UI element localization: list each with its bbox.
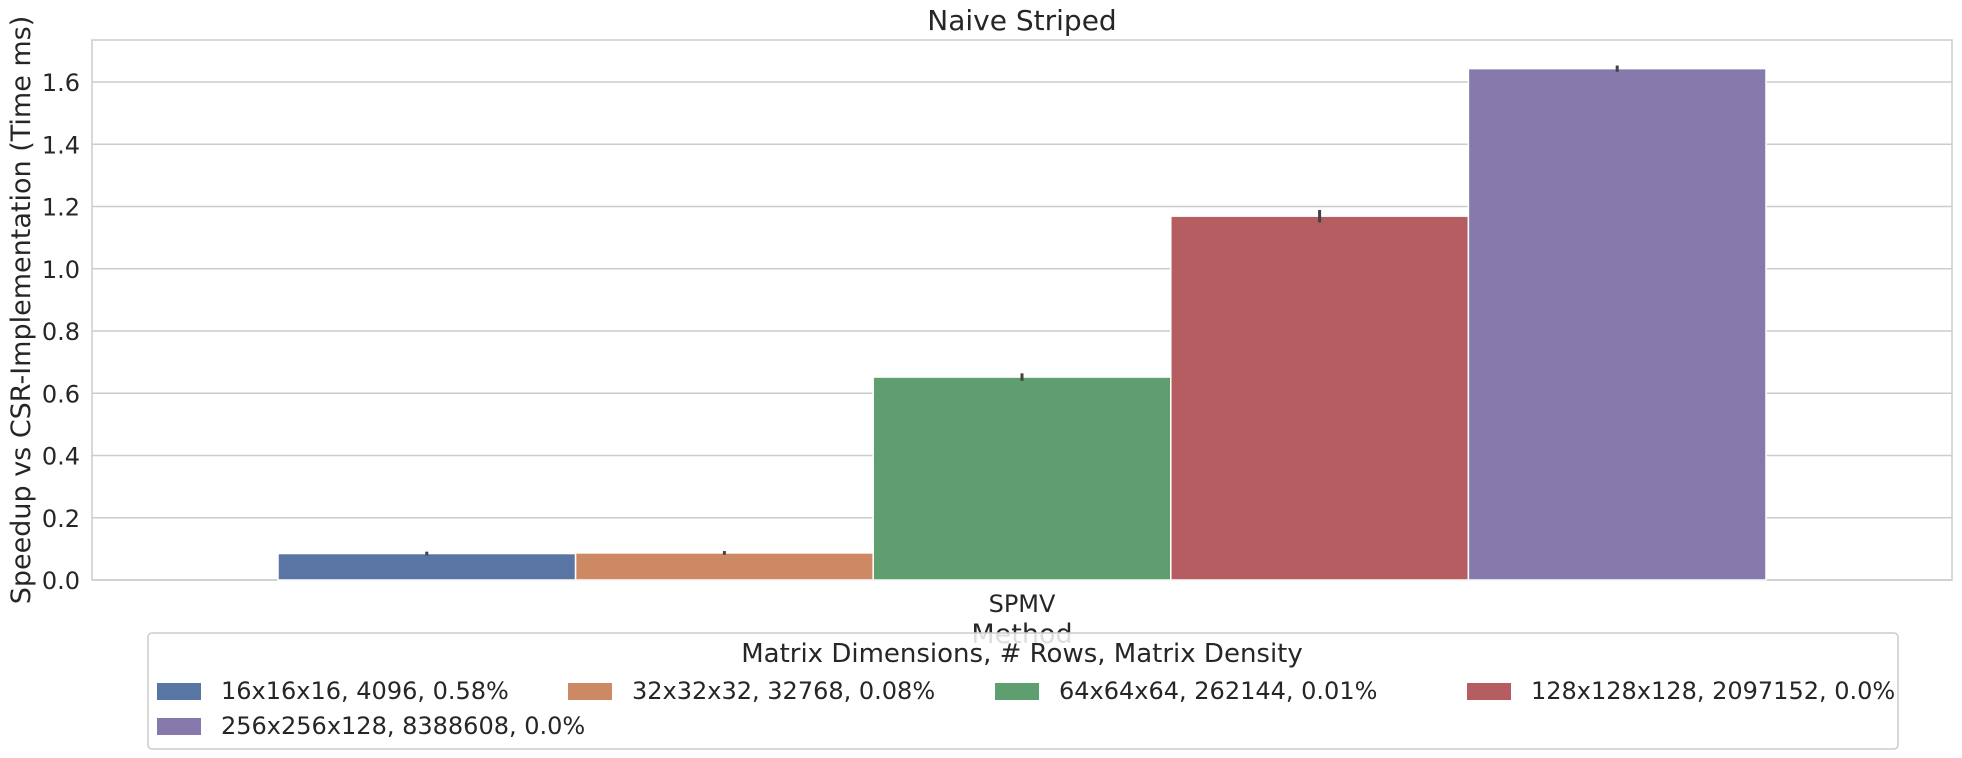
y-tick-label: 1.0 (42, 256, 80, 284)
bar (574, 552, 874, 581)
bar (1170, 215, 1470, 581)
legend-entry: 16x16x16, 4096, 0.58% (221, 677, 509, 705)
bar (872, 376, 1172, 581)
legend-swatch (157, 718, 201, 735)
legend-entry: 256x256x128, 8388608, 0.0% (221, 712, 585, 740)
chart-title: Naive Striped (927, 4, 1116, 37)
y-tick-label: 0.2 (42, 505, 80, 533)
y-tick-label: 1.2 (42, 194, 80, 222)
y-tick-label: 0.6 (42, 380, 80, 408)
gridlines (92, 81, 1952, 581)
y-tick-label: 0.4 (42, 443, 80, 471)
x-tick-label: SPMV (989, 590, 1056, 618)
legend: Matrix Dimensions, # Rows, Matrix Densit… (147, 632, 1899, 750)
legend-swatch (1467, 683, 1511, 700)
y-tick-label: 1.4 (42, 131, 80, 159)
legend-entry: 64x64x64, 262144, 0.01% (1059, 677, 1377, 705)
bars (277, 65, 1767, 581)
legend-swatch (995, 683, 1039, 700)
legend-items: 16x16x16, 4096, 0.58% 32x32x32, 32768, 0.… (157, 677, 1895, 740)
y-axis-label: Speedup vs CSR-Implementation (Time ms) (6, 16, 37, 605)
x-axis-ticks: SPMV (989, 590, 1056, 618)
legend-swatch (568, 683, 612, 700)
y-axis-ticks: 0.0 0.2 0.4 0.6 0.8 1.0 1.2 1.4 1.6 (42, 69, 80, 595)
legend-swatch (157, 683, 201, 700)
legend-entry: 32x32x32, 32768, 0.08% (632, 677, 935, 705)
y-tick-label: 0.0 (42, 567, 80, 595)
bar (1467, 67, 1767, 581)
y-tick-label: 0.8 (42, 318, 80, 346)
legend-title: Matrix Dimensions, # Rows, Matrix Densit… (741, 639, 1303, 669)
y-tick-label: 1.6 (42, 69, 80, 97)
legend-entry: 128x128x128, 2097152, 0.0% (1531, 677, 1895, 705)
bar (277, 552, 577, 581)
